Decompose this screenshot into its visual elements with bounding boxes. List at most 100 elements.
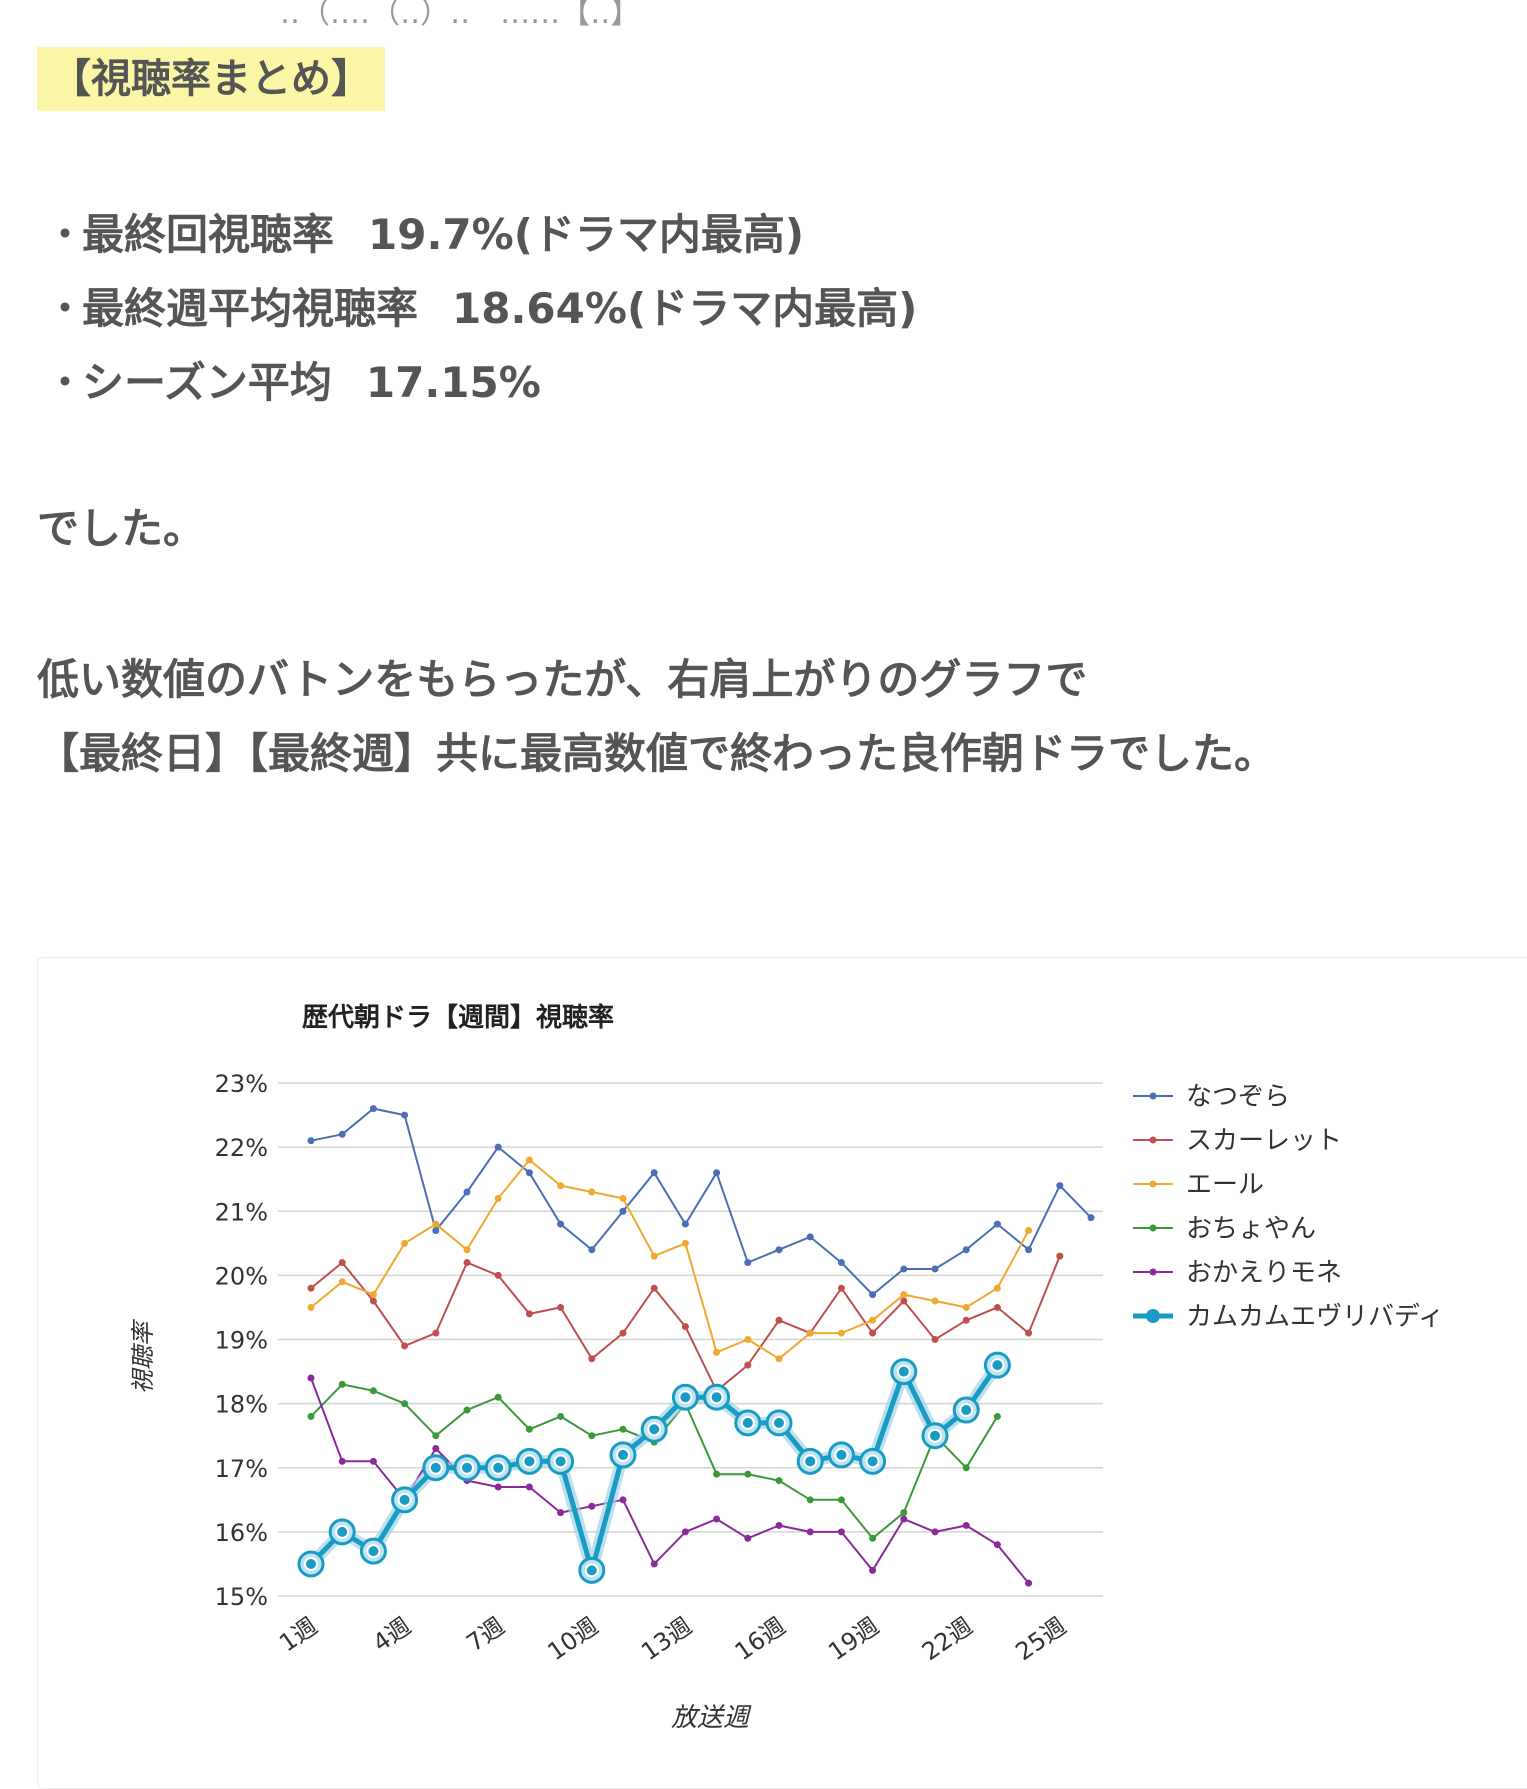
data-point — [869, 1329, 877, 1337]
x-tick-label: 25週 — [1010, 1612, 1071, 1666]
data-point — [432, 1432, 440, 1440]
data-point-center — [834, 1447, 849, 1462]
legend-label: なつぞら — [1186, 1082, 1290, 1112]
y-axis-ticks: 15% 16% 17% 18% 19% 20% 21% 22% 23% — [215, 1070, 268, 1611]
data-point — [900, 1265, 908, 1273]
data-point — [806, 1528, 814, 1536]
data-point — [338, 1130, 346, 1138]
y-tick-label: 22% — [215, 1134, 268, 1162]
y-tick-label: 18% — [215, 1391, 268, 1419]
data-point-center — [709, 1390, 724, 1405]
chart-series — [297, 1105, 1095, 1587]
data-point — [588, 1246, 596, 1254]
data-point — [463, 1406, 471, 1414]
data-point — [588, 1432, 596, 1440]
data-point-center — [366, 1544, 381, 1559]
data-point — [1025, 1246, 1033, 1254]
y-tick-label: 19% — [215, 1327, 268, 1355]
data-point — [931, 1265, 939, 1273]
data-point — [588, 1188, 596, 1196]
data-point — [837, 1496, 845, 1504]
data-point — [650, 1252, 658, 1260]
data-point — [619, 1496, 627, 1504]
legend-swatch-marker — [1149, 1180, 1157, 1188]
data-point — [463, 1259, 471, 1267]
data-point — [806, 1496, 814, 1504]
chart-card: 歴代朝ドラ【週間】視聴率 15% 16% 17% 18% 19% 20% 21% 22% 23%… — [37, 957, 1527, 1789]
data-point — [401, 1400, 409, 1408]
legend-label: エール — [1186, 1170, 1264, 1200]
data-point — [557, 1509, 565, 1517]
data-point-center — [616, 1447, 630, 1462]
data-point — [837, 1284, 845, 1292]
data-point — [962, 1246, 970, 1254]
data-point — [869, 1534, 877, 1542]
data-point — [962, 1464, 970, 1472]
data-point — [869, 1291, 877, 1299]
bullet-marker: ・ — [44, 284, 87, 333]
legend-swatch-marker — [1149, 1268, 1157, 1276]
data-point-center — [678, 1390, 693, 1405]
data-point — [1056, 1252, 1064, 1260]
data-point — [525, 1483, 533, 1491]
data-point — [806, 1233, 814, 1241]
data-point — [525, 1156, 533, 1164]
data-point — [993, 1412, 1001, 1420]
data-point — [307, 1374, 315, 1382]
list-item: ・最終週平均視聴率 18.64%(ドラマ内最高) — [44, 272, 917, 346]
data-point-center — [522, 1454, 537, 1469]
data-point — [619, 1425, 627, 1433]
legend-swatch-marker — [1149, 1092, 1157, 1100]
data-point-center — [397, 1492, 412, 1507]
data-point — [557, 1303, 565, 1311]
data-point — [619, 1194, 627, 1202]
data-point — [1025, 1226, 1033, 1234]
data-point-center — [959, 1403, 974, 1418]
y-tick-label: 20% — [215, 1262, 268, 1290]
data-point-center — [772, 1415, 786, 1430]
data-point — [494, 1143, 502, 1151]
bullet-marker: ・ — [44, 210, 87, 259]
data-point — [900, 1291, 908, 1299]
legend-item: スカーレット — [1133, 1126, 1342, 1156]
legend-swatch-marker — [1149, 1224, 1157, 1232]
data-point — [588, 1502, 596, 1510]
data-point — [993, 1284, 1001, 1292]
list-item: ・シーズン平均 17.15% — [44, 346, 917, 420]
paragraph-line: 【最終日】【最終週】共に最高数値で終わった良作朝ドラでした。 — [37, 729, 1277, 778]
series-group — [307, 1252, 1064, 1395]
data-point — [557, 1182, 565, 1190]
data-point — [775, 1521, 783, 1529]
data-point — [744, 1259, 752, 1267]
y-tick-label: 21% — [215, 1198, 268, 1226]
y-tick-label: 17% — [215, 1455, 268, 1483]
data-point — [713, 1348, 721, 1356]
data-point — [869, 1316, 877, 1324]
data-point-center — [304, 1556, 318, 1571]
data-point — [931, 1297, 939, 1305]
data-point — [775, 1477, 783, 1485]
x-tick-label: 22週 — [917, 1612, 978, 1666]
previous-text-fragment: ‥（‥‥（‥）‥ ‥‥‥【‥】 — [280, 0, 641, 31]
data-point — [993, 1541, 1001, 1549]
data-point — [931, 1336, 939, 1343]
legend-item: エール — [1133, 1170, 1264, 1200]
data-point — [432, 1226, 440, 1234]
x-axis-ticks: 1週 4週 7週 10週 13週 16週 19週 22週 25週 — [274, 1612, 1071, 1666]
list-item: ・最終回視聴率 19.7%(ドラマ内最高) — [44, 198, 917, 272]
data-point — [307, 1284, 315, 1292]
bullet-value: 17.15% — [365, 358, 541, 407]
data-point — [525, 1425, 533, 1433]
data-point — [525, 1310, 533, 1318]
data-point-center — [740, 1415, 755, 1430]
data-point — [650, 1560, 658, 1568]
data-point-center — [928, 1428, 942, 1443]
data-point — [369, 1291, 377, 1299]
data-point — [744, 1534, 752, 1542]
data-point — [307, 1137, 315, 1145]
bullet-value: 19.7%(ドラマ内最高) — [368, 210, 805, 259]
data-point — [681, 1528, 689, 1536]
data-point — [369, 1105, 377, 1113]
data-point — [1025, 1329, 1033, 1337]
